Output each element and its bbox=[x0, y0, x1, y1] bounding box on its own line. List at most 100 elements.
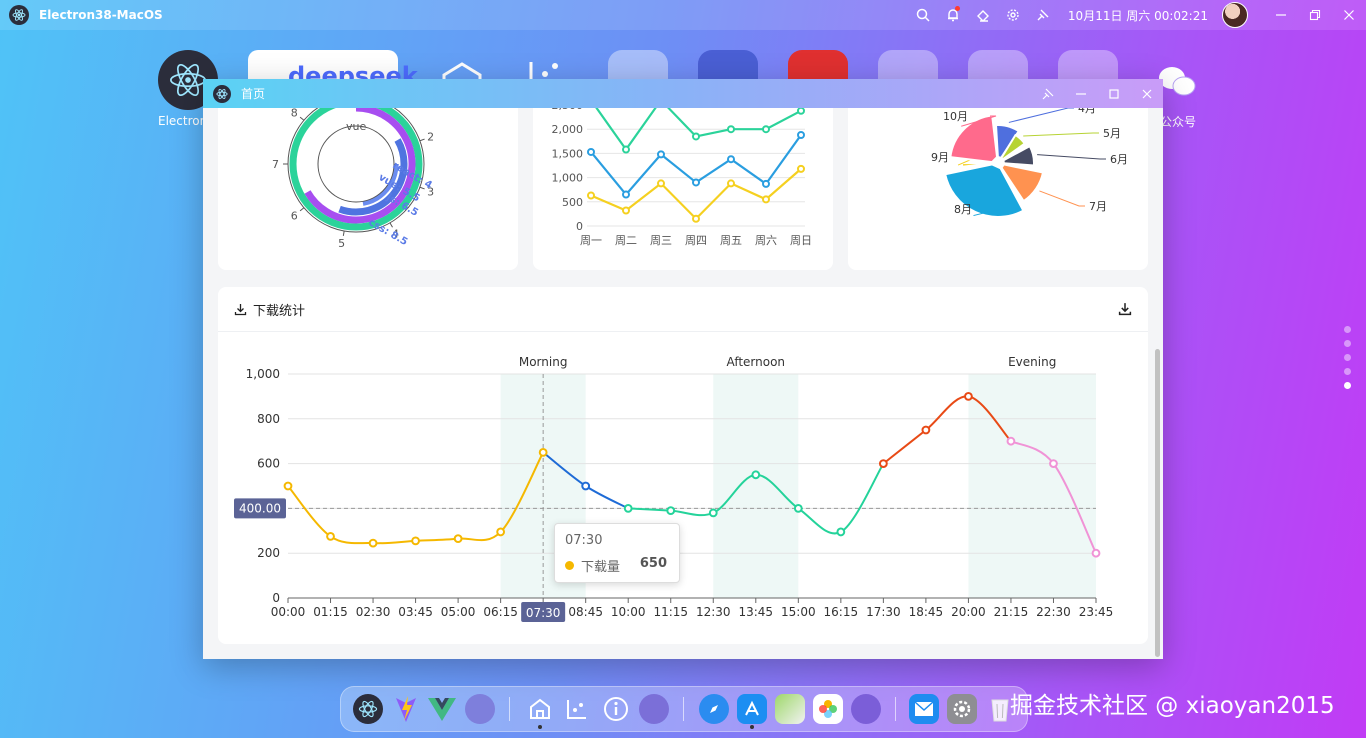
chart-point-8 bbox=[623, 504, 633, 513]
polar-tick-6: 6 bbox=[291, 209, 298, 222]
download-icon bbox=[234, 303, 247, 316]
bell-icon[interactable] bbox=[938, 0, 968, 30]
polar-tick-mark-2 bbox=[419, 138, 425, 142]
user-avatar[interactable] bbox=[1222, 2, 1248, 28]
restore-button[interactable] bbox=[1298, 0, 1332, 30]
dock-photos-icon[interactable] bbox=[813, 694, 843, 724]
chart-xtick-8: 10:00 bbox=[611, 605, 646, 619]
dock bbox=[340, 686, 1028, 732]
pie-label-1: 5月 bbox=[1103, 127, 1121, 140]
pin-icon[interactable] bbox=[1028, 0, 1058, 30]
pie-label-4: 8月 bbox=[954, 203, 972, 216]
chart-xtick-highlight bbox=[521, 602, 566, 622]
chart-point-10 bbox=[708, 508, 718, 518]
page-dot-2[interactable] bbox=[1344, 340, 1351, 347]
tooltip-series-name: 下载量 bbox=[581, 560, 621, 575]
dock-vite-icon[interactable] bbox=[391, 694, 421, 724]
app-title: Electron38-MacOS bbox=[39, 8, 163, 22]
dock-appstore-icon[interactable] bbox=[737, 694, 767, 724]
dock-maps-icon[interactable] bbox=[775, 694, 805, 724]
chart-point-6 bbox=[538, 448, 548, 457]
dock-launcher-icon[interactable] bbox=[851, 694, 881, 724]
chart-markline-badge bbox=[234, 498, 286, 519]
dock-home-icon[interactable] bbox=[525, 694, 555, 724]
desktop-electron-label: Electron bbox=[158, 114, 208, 128]
weekly-point-2-0 bbox=[587, 191, 595, 200]
dock-settings-icon[interactable] bbox=[947, 694, 977, 724]
window-minimize-button[interactable] bbox=[1064, 79, 1097, 108]
weekly-point-1-0 bbox=[587, 147, 595, 156]
desktop-wechat-label: 公众号 bbox=[1160, 115, 1197, 129]
skin-icon[interactable] bbox=[968, 0, 998, 30]
chart-xtick-1: 01:15 bbox=[313, 605, 348, 619]
polar-tick-7: 7 bbox=[272, 158, 279, 171]
settings-gear-icon[interactable] bbox=[998, 0, 1028, 30]
dock-info-icon[interactable] bbox=[601, 694, 631, 724]
dock-apps-icon[interactable] bbox=[465, 694, 495, 724]
dock-mail-icon[interactable] bbox=[909, 694, 939, 724]
page-dot-3[interactable] bbox=[1344, 354, 1351, 361]
window-titlebar[interactable]: 首页 bbox=[203, 79, 1163, 108]
chart-point-19 bbox=[1091, 548, 1101, 558]
polar-tick-8: 8 bbox=[291, 107, 298, 120]
dock-trash-icon[interactable] bbox=[985, 694, 1015, 724]
dock-home-running-dot bbox=[538, 725, 542, 729]
pie-leader-0 bbox=[1008, 107, 1074, 123]
chart-point-7 bbox=[581, 481, 591, 491]
weekly-xtick-3: 周四 bbox=[685, 234, 707, 247]
dock-electron-icon[interactable] bbox=[353, 694, 383, 724]
pie-label-6: 10月 bbox=[943, 110, 968, 123]
window-scrollbar[interactable] bbox=[1155, 349, 1160, 657]
download-stats-card: 下载统计 MorningAfternoonEvening020040060080… bbox=[218, 287, 1148, 644]
export-download-button[interactable] bbox=[1118, 302, 1132, 316]
weekly-point-2-6 bbox=[797, 164, 805, 173]
desktop-wechat-icon[interactable] bbox=[1148, 50, 1208, 110]
pie-leader-4 bbox=[973, 208, 1001, 217]
window-logo-icon bbox=[213, 84, 231, 103]
chart-band-label-1: Afternoon bbox=[727, 355, 786, 369]
dock-safari-icon[interactable] bbox=[699, 694, 729, 724]
polar-arc-blue-inner bbox=[362, 163, 399, 206]
chart-xtick-6: 07:30 bbox=[526, 606, 561, 620]
page-dot-4[interactable] bbox=[1344, 368, 1351, 375]
close-button[interactable] bbox=[1332, 0, 1366, 30]
chart-ytick-1: 200 bbox=[257, 546, 280, 560]
pie-label-3: 7月 bbox=[1089, 200, 1107, 213]
minimize-button[interactable] bbox=[1264, 0, 1298, 30]
search-icon[interactable] bbox=[908, 0, 938, 30]
polar-tick-5: 5 bbox=[338, 237, 345, 250]
chart-point-3 bbox=[411, 536, 420, 546]
polar-tick-mark-3 bbox=[419, 186, 425, 190]
weekly-point-1-5 bbox=[762, 179, 770, 188]
tooltip-value: 650 bbox=[639, 556, 667, 571]
dock-store-icon[interactable] bbox=[639, 694, 669, 724]
chart-band-2 bbox=[968, 374, 1096, 598]
weekly-point-1-3 bbox=[692, 178, 700, 187]
weekly-xtick-5: 周六 bbox=[755, 234, 777, 247]
page-dot-5-active[interactable] bbox=[1344, 382, 1351, 389]
weekly-xtick-0: 周一 bbox=[580, 234, 602, 247]
chart-xtick-14: 17:30 bbox=[866, 605, 901, 619]
pie-slice-6 bbox=[949, 114, 999, 164]
window-pin-icon[interactable] bbox=[1031, 79, 1064, 108]
chart-tooltip: 07:30 下载量 650 bbox=[554, 523, 680, 583]
polar-tick-mark-4 bbox=[389, 222, 393, 228]
dock-chart-icon[interactable] bbox=[562, 694, 592, 724]
window-close-button[interactable] bbox=[1130, 79, 1163, 108]
page-dot-1[interactable] bbox=[1344, 326, 1351, 333]
chart-point-13 bbox=[836, 527, 846, 537]
pie-leader-6 bbox=[961, 115, 997, 127]
dock-vue-icon[interactable] bbox=[427, 694, 457, 724]
chart-xtick-9: 11:15 bbox=[653, 605, 688, 619]
polar-arc-purple bbox=[304, 104, 416, 224]
weekly-xtick-2: 周三 bbox=[650, 234, 672, 247]
chart-point-2 bbox=[368, 538, 378, 548]
chart-xtick-7: 08:45 bbox=[568, 605, 603, 619]
window-maximize-button[interactable] bbox=[1097, 79, 1130, 108]
weekly-point-1-6 bbox=[797, 131, 805, 140]
weekly-point-1-4 bbox=[727, 155, 735, 164]
chart-point-14 bbox=[878, 459, 888, 469]
